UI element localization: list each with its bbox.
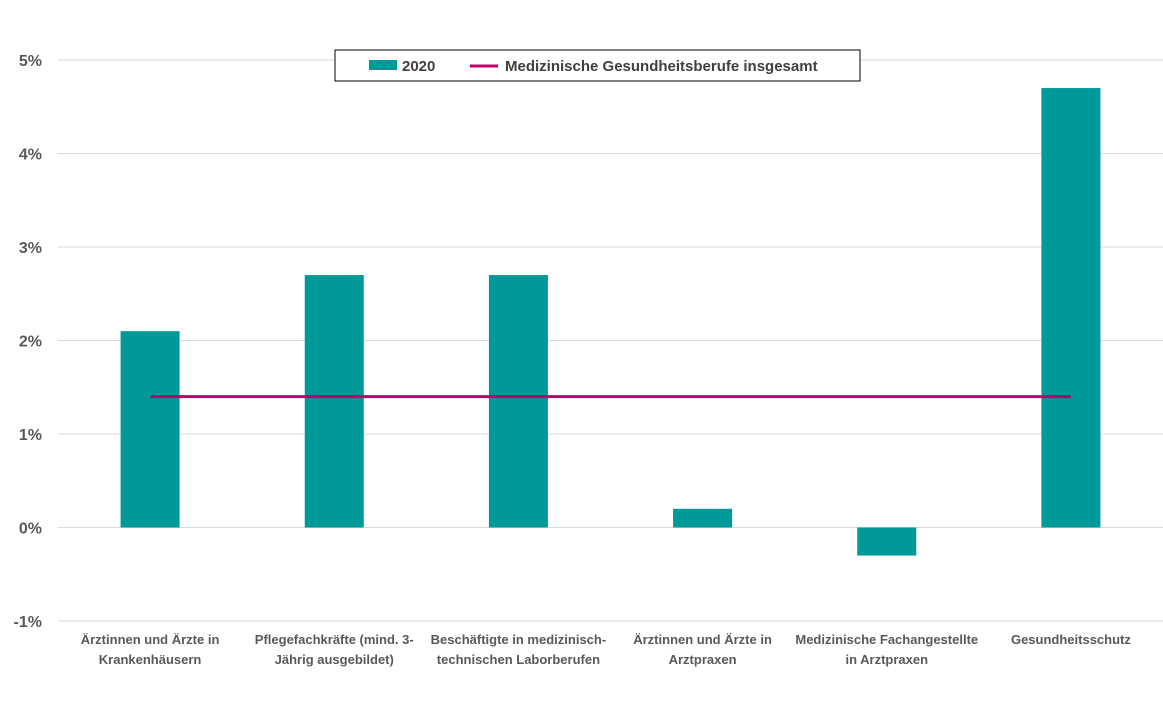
y-tick-label: 2% bbox=[19, 334, 42, 351]
gridlines bbox=[58, 59, 1163, 622]
legend-swatch-bar bbox=[369, 60, 397, 70]
y-tick-label: 5% bbox=[19, 53, 42, 70]
bar bbox=[304, 275, 364, 528]
legend-box bbox=[334, 49, 861, 82]
x-tick-label: technischen Laborberufen bbox=[437, 652, 600, 667]
x-tick-label: Krankenhäusern bbox=[99, 652, 202, 667]
legend-label-bar: 2020 bbox=[402, 58, 435, 75]
y-tick-label: -1% bbox=[14, 614, 42, 631]
x-tick-label: Ärztinnen und Ärzte in bbox=[81, 632, 220, 647]
bar bbox=[857, 527, 917, 556]
legend: 2020 Medizinische Gesundheitsberufe insg… bbox=[334, 49, 861, 82]
x-tick-label: Jährig ausgebildet) bbox=[275, 652, 394, 667]
bars bbox=[120, 88, 1101, 556]
bar bbox=[1041, 88, 1101, 528]
y-axis: 5% 4% 3% 2% 1% 0% -1% bbox=[14, 53, 42, 631]
y-tick-label: 0% bbox=[19, 521, 42, 538]
x-tick-label: Gesundheitsschutz bbox=[1011, 632, 1131, 647]
y-tick-label: 3% bbox=[19, 240, 42, 257]
x-tick-label: in Arztpraxen bbox=[845, 652, 928, 667]
x-tick-label: Pflegefachkräfte (mind. 3- bbox=[255, 632, 414, 647]
y-tick-label: 1% bbox=[19, 427, 42, 444]
y-tick-label: 4% bbox=[19, 147, 42, 164]
x-tick-label: Medizinische Fachangestellte bbox=[795, 632, 978, 647]
bar bbox=[673, 508, 733, 528]
x-axis: Ärztinnen und Ärzte in Krankenhäusern Pfle… bbox=[81, 632, 1132, 667]
bar bbox=[488, 275, 548, 528]
x-tick-label: Beschäftigte in medizinisch- bbox=[431, 632, 607, 647]
bar bbox=[120, 331, 180, 528]
x-tick-label: Arztpraxen bbox=[669, 652, 737, 667]
legend-label-line: Medizinische Gesundheitsberufe insgesamt bbox=[505, 58, 818, 75]
x-tick-label: Ärztinnen und Ärzte in bbox=[633, 632, 772, 647]
